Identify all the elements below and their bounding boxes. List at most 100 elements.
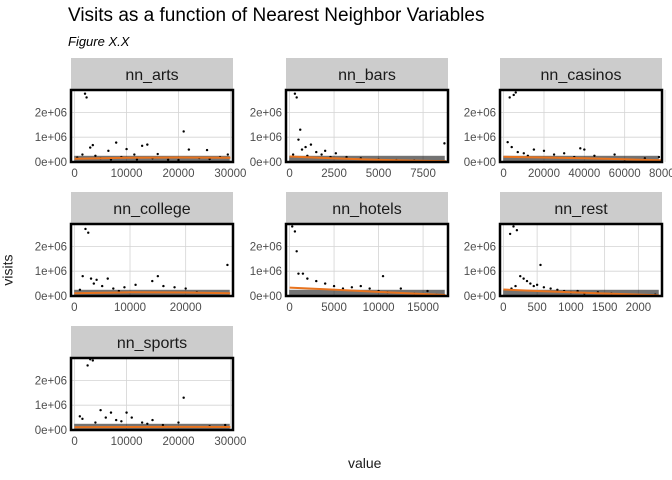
data-point: [315, 279, 318, 283]
x-tick-label: 2000: [626, 302, 652, 314]
data-point: [130, 416, 133, 419]
data-point: [114, 418, 118, 422]
x-tick-label: 30000: [214, 436, 246, 448]
y-axis-label: visits: [0, 254, 16, 286]
data-point: [86, 364, 89, 367]
y-tick-label: 1e+06: [464, 132, 496, 144]
data-point: [94, 421, 97, 424]
facet-strip: [286, 58, 448, 90]
data-point: [151, 279, 154, 283]
data-point: [323, 149, 327, 153]
x-tick-label: 5000: [366, 168, 392, 180]
point-cluster: [289, 289, 445, 296]
y-tick-label: 0e+00: [464, 291, 496, 303]
data-point: [512, 93, 515, 97]
data-point: [613, 153, 616, 156]
data-point: [146, 422, 149, 425]
data-point: [182, 130, 185, 133]
data-point: [542, 149, 546, 153]
data-point: [173, 286, 176, 289]
data-point: [187, 148, 191, 151]
data-point: [162, 284, 165, 288]
data-point: [508, 232, 512, 236]
x-tick-label: 500: [528, 302, 547, 314]
facet-strip: [500, 58, 662, 90]
data-point: [140, 144, 144, 148]
facet-panel-nn_rest: nn_rest 0e+00 1e+06 2e+06 0 500 1000 1500 2000: [464, 192, 664, 314]
data-point: [91, 359, 95, 362]
data-point: [87, 231, 90, 234]
data-point: [579, 147, 582, 150]
x-tick-label: 1000: [558, 302, 584, 314]
data-point: [120, 420, 123, 423]
x-tick-label: 80000: [649, 168, 672, 180]
x-tick-label: 2500: [321, 168, 347, 180]
x-tick-label: 10000: [111, 168, 143, 180]
facet-strip-label: nn_college: [113, 201, 191, 218]
data-point: [562, 152, 566, 155]
facet-panel-nn_arts: nn_arts 0e+00 1e+06 2e+06 0 10000 20000 30000: [35, 58, 246, 180]
x-tick-label: 10000: [111, 436, 143, 448]
data-point: [92, 282, 96, 285]
facet-strip: [71, 326, 233, 358]
fit-line: [74, 291, 231, 295]
data-point: [556, 288, 559, 291]
facet-panel-nn_college: nn_college 0e+00 1e+06 2e+06 0 10000 20000: [35, 192, 235, 314]
y-tick-label: 1e+06: [464, 266, 496, 278]
data-point: [78, 415, 82, 418]
x-tick-label: 0: [71, 168, 77, 180]
data-point: [399, 287, 403, 290]
data-point: [94, 154, 97, 157]
panel-border: [69, 88, 235, 164]
data-point: [306, 277, 309, 280]
panel-border: [284, 222, 450, 298]
data-point: [443, 142, 446, 145]
data-point: [78, 288, 82, 291]
data-point: [334, 152, 338, 155]
data-point: [184, 287, 187, 290]
fit-line: [289, 286, 446, 296]
panel-border: [498, 88, 664, 164]
facet-panel-nn_bars: nn_bars 0e+00 1e+06 2e+06 0 2500 5000 7500: [250, 58, 450, 180]
x-tick-label: 7500: [410, 168, 436, 180]
facet-strip-label: nn_rest: [554, 201, 608, 218]
panel-border: [498, 222, 664, 298]
data-point: [297, 272, 300, 275]
panel-border: [284, 88, 450, 164]
data-point: [514, 284, 517, 288]
data-point: [177, 158, 180, 162]
data-point: [549, 287, 552, 290]
data-point: [522, 152, 526, 155]
data-point: [226, 153, 230, 156]
y-tick-label: 0e+00: [250, 157, 282, 169]
data-point: [593, 154, 596, 157]
y-tick-label: 1e+06: [250, 266, 282, 278]
data-point: [506, 140, 509, 144]
data-point: [107, 149, 110, 153]
data-point: [359, 284, 362, 288]
data-point: [106, 277, 109, 280]
y-tick-label: 2e+06: [250, 241, 282, 253]
data-point: [519, 274, 522, 278]
data-point: [301, 272, 305, 275]
data-point: [350, 286, 354, 289]
x-tick-label: 40000: [568, 168, 600, 180]
data-point: [135, 158, 139, 161]
data-point: [295, 250, 298, 253]
x-tick-label: 0: [500, 302, 506, 314]
data-point: [332, 284, 336, 288]
data-point: [99, 408, 102, 412]
data-point: [140, 421, 144, 424]
data-point: [368, 287, 371, 290]
data-point: [81, 153, 84, 156]
fit-line: [503, 288, 659, 297]
data-point: [85, 96, 88, 99]
x-tick-label: 5000: [321, 302, 347, 314]
data-point: [381, 274, 385, 278]
facet-strip-label: nn_arts: [125, 67, 178, 84]
data-point: [125, 411, 128, 414]
data-point: [300, 148, 304, 151]
data-point: [293, 92, 297, 95]
data-point: [123, 286, 126, 289]
